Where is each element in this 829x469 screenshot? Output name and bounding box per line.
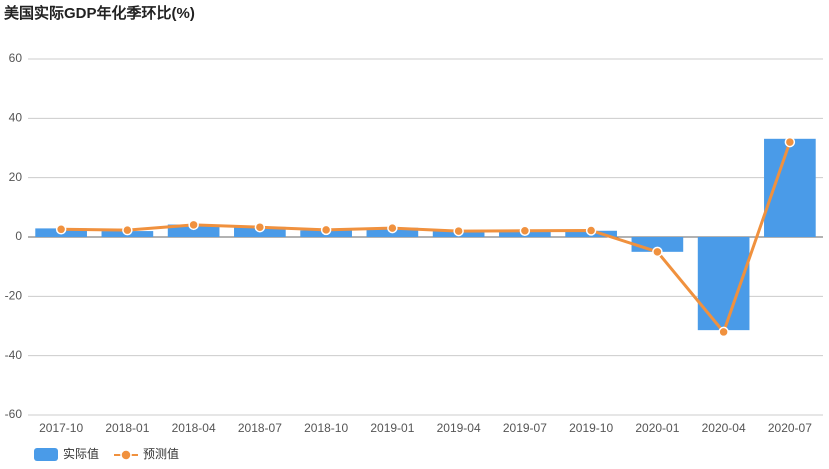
point <box>320 224 332 236</box>
x-tick-label: 2017-10 <box>39 421 83 435</box>
x-tick-label: 2018-10 <box>304 421 348 435</box>
point <box>453 225 464 237</box>
point <box>784 136 796 148</box>
y-tick-label: 60 <box>9 51 23 65</box>
y-tick-label: 0 <box>15 229 22 243</box>
x-tick-label: 2019-07 <box>503 421 547 435</box>
point <box>122 224 133 236</box>
chart-title: 美国实际GDP年化季环比(%) <box>4 4 195 22</box>
point <box>585 225 597 236</box>
x-tick-label: 2019-01 <box>370 421 414 435</box>
y-tick-label: -60 <box>5 407 23 421</box>
x-tick-label: 2018-04 <box>172 421 216 435</box>
y-tick-label: 20 <box>9 170 23 184</box>
point <box>387 222 398 234</box>
line <box>61 141 792 335</box>
y-tick-label: -20 <box>5 289 23 303</box>
y-tick-label: -40 <box>5 348 23 362</box>
point <box>652 246 663 258</box>
bar <box>764 138 816 237</box>
point <box>519 225 531 237</box>
x-tick-label: 2018-07 <box>238 421 282 435</box>
x-tick-label: 2020-07 <box>768 421 812 435</box>
legend-label: 实际值 <box>63 446 99 461</box>
x-tick-label: 2019-10 <box>569 421 613 435</box>
x-tick-label: 2019-04 <box>437 421 481 435</box>
x-tick-label: 2020-04 <box>702 421 746 435</box>
legend-swatch <box>120 449 132 461</box>
bar <box>167 224 220 237</box>
x-tick-label: 2020-01 <box>635 421 679 435</box>
x-tick-label: 2018-01 <box>105 421 149 435</box>
point <box>55 224 67 235</box>
point <box>254 221 266 233</box>
legend-swatch <box>34 448 58 461</box>
legend-label: 预测值 <box>143 446 179 461</box>
point <box>718 326 729 338</box>
point <box>188 219 199 231</box>
y-tick-label: 40 <box>9 111 23 125</box>
